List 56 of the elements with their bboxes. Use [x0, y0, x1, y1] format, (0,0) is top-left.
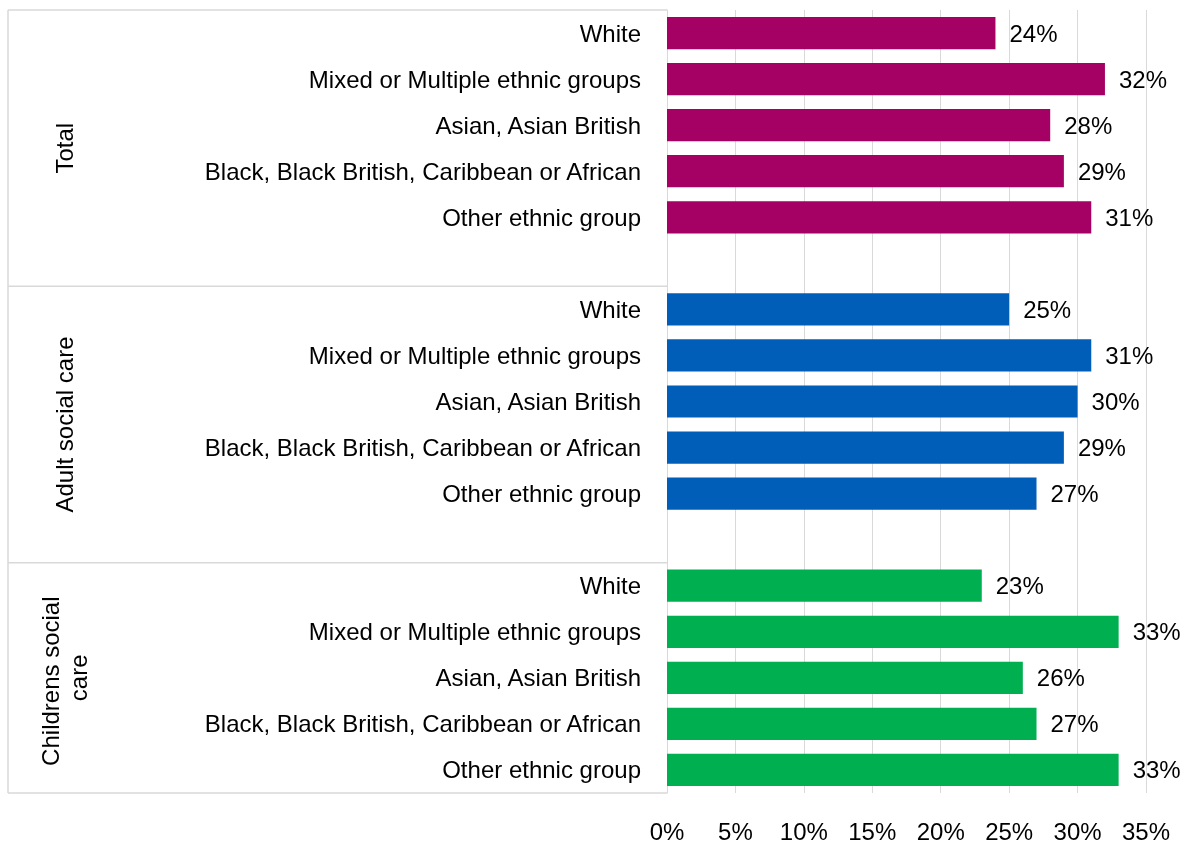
x-tick-label: 20% [916, 817, 965, 845]
y-tick-label: White [579, 572, 641, 600]
data-label: 33% [1132, 756, 1181, 784]
text: Total [50, 122, 78, 174]
x-tick-label: 30% [1053, 817, 1102, 845]
y-tick-label: Mixed or Multiple ethnic groups [308, 618, 641, 646]
y-tick-label: Black, Black British, Caribbean or African [204, 434, 641, 462]
data-label: 30% [1091, 388, 1140, 415]
y-tick-label: Other ethnic group [442, 203, 641, 231]
bar [667, 477, 1037, 510]
bar [667, 16, 996, 50]
x-tick-label: 5% [718, 817, 753, 845]
bar [667, 707, 1037, 741]
data-label: 23% [995, 572, 1044, 600]
bar [667, 431, 1064, 464]
x-tick-label: 25% [985, 817, 1034, 845]
x-tick-label: 35% [1121, 817, 1171, 845]
x-tick-label: 0% [649, 817, 685, 845]
y-tick-label: Black, Black British, Caribbean or African [204, 710, 641, 738]
data-label: 29% [1077, 434, 1126, 462]
data-label: 25% [1023, 295, 1072, 323]
data-label: 32% [1118, 65, 1167, 93]
data-label: 27% [1050, 710, 1099, 738]
bar [667, 661, 1023, 694]
x-tick-label: 10% [779, 817, 828, 845]
text: Childrens social care [36, 589, 92, 766]
bar [667, 62, 1105, 96]
data-label: 31% [1105, 341, 1154, 369]
data-label: 29% [1077, 157, 1126, 185]
bar [667, 615, 1119, 648]
y-tick-label: White [579, 295, 641, 323]
bar [667, 109, 1051, 142]
y-tick-label: Asian, Asian British [435, 388, 641, 415]
bar [667, 753, 1119, 787]
y-tick-label: Asian, Asian British [435, 111, 641, 139]
y-tick-label: Other ethnic group [442, 480, 641, 508]
x-tick-label: 15% [848, 817, 897, 845]
data-label: 33% [1132, 618, 1181, 646]
bar [667, 155, 1064, 188]
data-label: 24% [1009, 19, 1058, 47]
text: Adult social care [50, 336, 78, 513]
y-tick-label: Other ethnic group [442, 756, 641, 784]
y-tick-label: Mixed or Multiple ethnic groups [308, 65, 641, 93]
data-label: 26% [1036, 664, 1085, 692]
data-label: 31% [1105, 203, 1154, 231]
bar [667, 339, 1092, 372]
y-tick-label: White [579, 19, 641, 47]
bar [667, 569, 982, 602]
bar [667, 201, 1092, 234]
bar [667, 385, 1078, 418]
y-tick-label: Asian, Asian British [435, 664, 641, 692]
data-label: 28% [1064, 111, 1113, 139]
y-tick-label: Black, Black British, Caribbean or African [204, 157, 641, 185]
y-tick-label: Mixed or Multiple ethnic groups [308, 341, 641, 369]
bar [667, 293, 1010, 326]
data-label: 27% [1050, 480, 1099, 508]
